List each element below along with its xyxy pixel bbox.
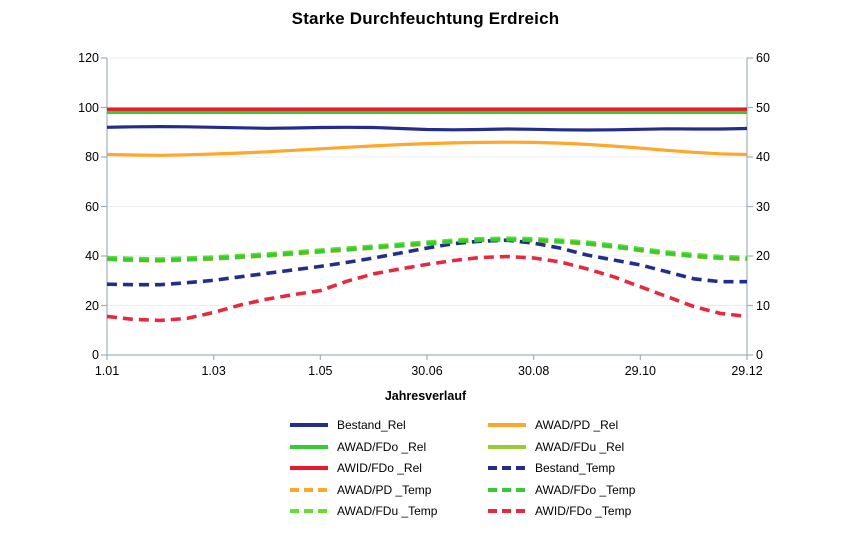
legend-item-awid-fdo-temp: AWID/FDo _Temp — [488, 503, 708, 519]
legend-item-awad-fdu-temp: AWAD/FDu _Temp — [290, 503, 488, 519]
legend-dashed-line-swatch — [488, 466, 526, 470]
legend-item-bestand-rel: Bestand_Rel — [290, 417, 488, 433]
y-right-tick-label-30: 30 — [756, 199, 770, 214]
legend: Bestand_Rel AWAD/PD _Rel AWAD/FDo _Rel AWAD… — [290, 417, 708, 519]
y-right-tick-label-40: 40 — [756, 150, 770, 164]
x-tick-label-30.06: 30.06 — [411, 364, 443, 378]
legend-item-bestand-temp: Bestand_Temp — [488, 460, 708, 476]
y-right-tick-label-20: 20 — [756, 249, 770, 263]
legend-label: AWAD/FDo _Rel — [337, 439, 427, 454]
x-axis-title: Jahresverlauf — [384, 389, 467, 403]
legend-solid-line-swatch — [290, 423, 328, 427]
x-tick-label-1.03: 1.03 — [201, 364, 226, 378]
chart-title: Starke Durchfeuchtung Erdreich — [291, 9, 560, 28]
legend-item-awid-fdo-rel: AWID/FDo _Rel — [290, 460, 488, 476]
legend-label: AWAD/PD _Temp — [337, 482, 432, 497]
y-left-tick-label-40: 40 — [85, 249, 99, 263]
series-line-bestand-rel — [106, 124, 748, 132]
x-tick-label-30.08: 30.08 — [518, 364, 550, 378]
legend-item-awad-fdu-rel: AWAD/FDu _Rel — [488, 439, 708, 455]
legend-solid-line-swatch — [488, 423, 526, 427]
y-left-tick-label-120: 120 — [78, 51, 99, 65]
legend-item-awad-fdo-temp: AWAD/FDo _Temp — [488, 482, 708, 498]
legend-solid-line-swatch — [290, 466, 328, 470]
y-left-tick-label-0: 0 — [92, 348, 99, 362]
x-tick-label-29.10: 29.10 — [624, 364, 656, 378]
x-tick-label-29.12: 29.12 — [731, 364, 763, 378]
legend-label: AWAD/FDu _Rel — [535, 439, 625, 454]
y-left-tick-label-60: 60 — [85, 199, 99, 214]
legend-label: AWAD/PD _Rel — [535, 418, 619, 432]
y-left-tick-label-100: 100 — [78, 100, 99, 115]
y-left-tick-label-20: 20 — [85, 298, 99, 313]
legend-label: AWID/FDo _Rel — [337, 461, 422, 475]
legend-solid-line-swatch — [290, 444, 328, 449]
legend-item-awad-fdo-rel: AWAD/FDo _Rel — [290, 439, 488, 455]
legend-label: AWID/FDo _Temp — [535, 504, 632, 518]
series-line-bestand-temp — [106, 238, 747, 287]
legend-item-awad-pd-temp: AWAD/PD _Temp — [290, 482, 488, 498]
y-right-tick-label-50: 50 — [756, 100, 770, 115]
plot-area — [101, 57, 753, 360]
y-right-tick-label-0: 0 — [756, 348, 763, 362]
legend-label: AWAD/FDu _Temp — [337, 504, 438, 518]
legend-label: Bestand_Temp — [535, 461, 616, 475]
legend-dashed-line-swatch — [488, 509, 526, 513]
y-left-tick-label-80: 80 — [85, 150, 99, 164]
series-line-awid-fdo-temp — [106, 254, 748, 323]
legend-label: AWAD/FDo _Temp — [535, 482, 636, 497]
series-line-awad-fdo-temp — [106, 237, 748, 263]
legend-dashed-line-swatch — [290, 487, 328, 492]
x-tick-label-1.05: 1.05 — [308, 364, 333, 378]
legend-dashed-line-swatch — [290, 509, 328, 513]
x-tick-label-1.01: 1.01 — [94, 364, 120, 378]
legend-label: Bestand_Rel — [337, 418, 406, 432]
legend-dashed-line-swatch — [488, 487, 526, 492]
legend-item-awad-pd-rel: AWAD/PD _Rel — [488, 417, 708, 433]
legend-solid-line-swatch — [488, 444, 526, 449]
series-line-awad-pd-rel — [106, 140, 748, 157]
y-right-tick-label-10: 10 — [756, 298, 770, 313]
y-right-tick-label-60: 60 — [756, 51, 770, 65]
